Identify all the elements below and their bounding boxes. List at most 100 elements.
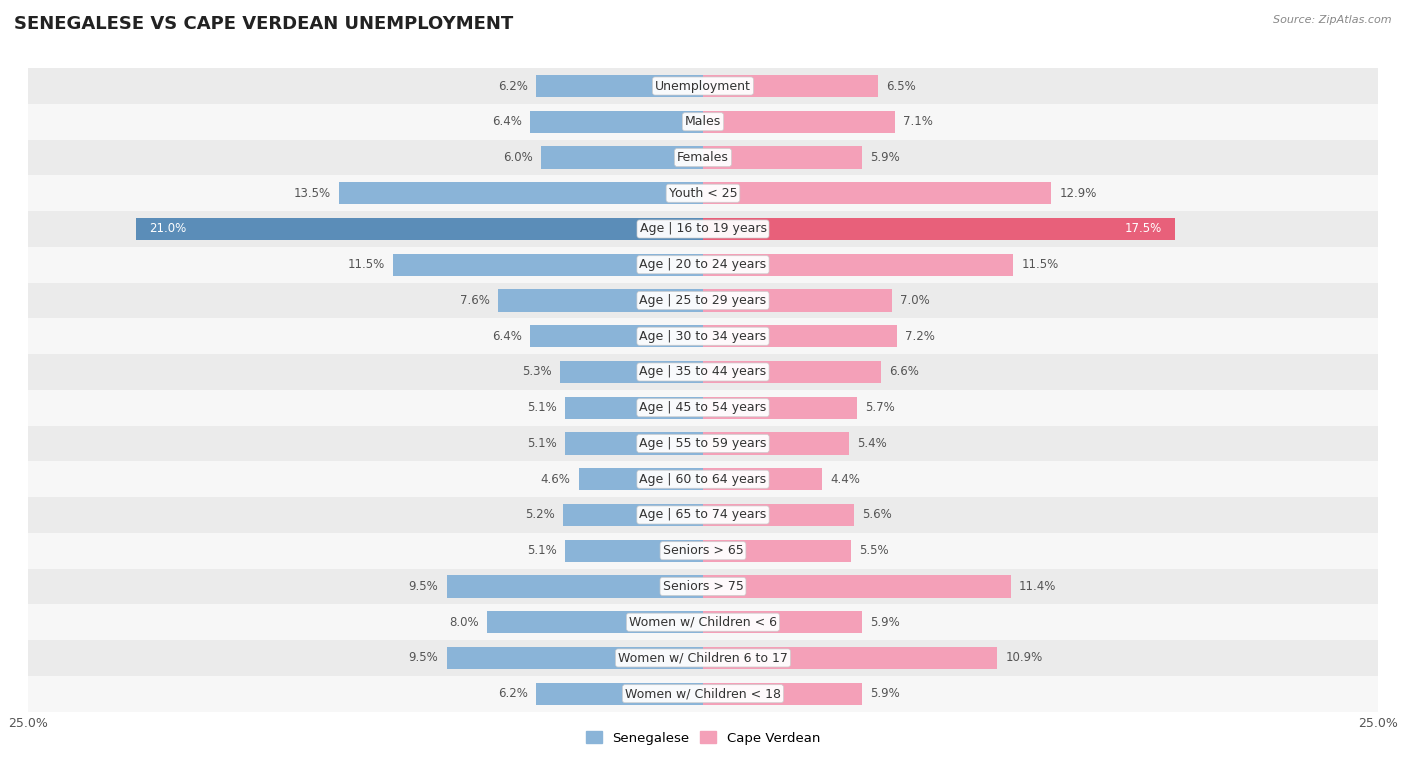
Text: 8.0%: 8.0% <box>450 615 479 629</box>
Bar <box>28 497 1378 533</box>
Text: 5.9%: 5.9% <box>870 687 900 700</box>
Text: Age | 65 to 74 years: Age | 65 to 74 years <box>640 509 766 522</box>
Bar <box>28 104 1378 139</box>
Text: Age | 55 to 59 years: Age | 55 to 59 years <box>640 437 766 450</box>
Text: 4.6%: 4.6% <box>541 472 571 486</box>
Bar <box>447 647 703 669</box>
Text: Age | 35 to 44 years: Age | 35 to 44 years <box>640 366 766 378</box>
Text: 5.2%: 5.2% <box>524 509 554 522</box>
Text: 9.5%: 9.5% <box>409 652 439 665</box>
Text: Age | 30 to 34 years: Age | 30 to 34 years <box>640 330 766 343</box>
Text: 21.0%: 21.0% <box>149 223 187 235</box>
Bar <box>560 361 703 383</box>
Text: 6.6%: 6.6% <box>889 366 920 378</box>
Text: 5.1%: 5.1% <box>527 401 557 414</box>
Bar <box>28 604 1378 640</box>
Bar <box>28 569 1378 604</box>
Text: 5.6%: 5.6% <box>862 509 891 522</box>
Text: 12.9%: 12.9% <box>1059 187 1097 200</box>
Bar <box>562 504 703 526</box>
Bar <box>703 326 897 347</box>
Bar <box>28 139 1378 176</box>
Bar <box>28 247 1378 282</box>
Bar <box>703 611 862 634</box>
Bar <box>703 361 882 383</box>
Text: 9.5%: 9.5% <box>409 580 439 593</box>
Text: 4.4%: 4.4% <box>830 472 859 486</box>
Text: Women w/ Children 6 to 17: Women w/ Children 6 to 17 <box>619 652 787 665</box>
Bar <box>28 461 1378 497</box>
Text: SENEGALESE VS CAPE VERDEAN UNEMPLOYMENT: SENEGALESE VS CAPE VERDEAN UNEMPLOYMENT <box>14 15 513 33</box>
Bar <box>28 640 1378 676</box>
Legend: Senegalese, Cape Verdean: Senegalese, Cape Verdean <box>581 726 825 750</box>
Bar <box>28 354 1378 390</box>
Text: 5.9%: 5.9% <box>870 615 900 629</box>
Bar <box>28 390 1378 425</box>
Text: 7.2%: 7.2% <box>905 330 935 343</box>
Text: 7.0%: 7.0% <box>900 294 929 307</box>
Text: Seniors > 75: Seniors > 75 <box>662 580 744 593</box>
Bar <box>703 218 1175 240</box>
Text: Women w/ Children < 6: Women w/ Children < 6 <box>628 615 778 629</box>
Bar <box>703 182 1052 204</box>
Bar <box>536 683 703 705</box>
Text: Unemployment: Unemployment <box>655 79 751 92</box>
Bar <box>28 282 1378 319</box>
Bar <box>565 397 703 419</box>
Bar <box>565 432 703 454</box>
Text: Youth < 25: Youth < 25 <box>669 187 737 200</box>
Text: 10.9%: 10.9% <box>1005 652 1043 665</box>
Text: 11.5%: 11.5% <box>1022 258 1059 271</box>
Bar <box>136 218 703 240</box>
Bar <box>536 75 703 97</box>
Bar <box>565 540 703 562</box>
Text: 5.4%: 5.4% <box>856 437 887 450</box>
Text: Age | 20 to 24 years: Age | 20 to 24 years <box>640 258 766 271</box>
Bar <box>28 425 1378 461</box>
Bar <box>703 254 1014 276</box>
Text: 11.5%: 11.5% <box>347 258 384 271</box>
Bar <box>579 468 703 491</box>
Text: 5.3%: 5.3% <box>522 366 551 378</box>
Bar <box>392 254 703 276</box>
Text: 7.1%: 7.1% <box>903 115 932 128</box>
Bar <box>703 397 856 419</box>
Bar <box>339 182 703 204</box>
Text: Females: Females <box>678 151 728 164</box>
Text: 6.2%: 6.2% <box>498 79 527 92</box>
Text: 5.9%: 5.9% <box>870 151 900 164</box>
Text: Seniors > 65: Seniors > 65 <box>662 544 744 557</box>
Bar <box>703 146 862 169</box>
Text: Age | 25 to 29 years: Age | 25 to 29 years <box>640 294 766 307</box>
Bar <box>498 289 703 312</box>
Bar <box>28 68 1378 104</box>
Text: 6.4%: 6.4% <box>492 330 522 343</box>
Bar <box>28 533 1378 569</box>
Text: 6.4%: 6.4% <box>492 115 522 128</box>
Text: Age | 60 to 64 years: Age | 60 to 64 years <box>640 472 766 486</box>
Text: 6.5%: 6.5% <box>887 79 917 92</box>
Bar <box>447 575 703 597</box>
Bar <box>486 611 703 634</box>
Text: 6.0%: 6.0% <box>503 151 533 164</box>
Text: 17.5%: 17.5% <box>1125 223 1161 235</box>
Bar <box>703 683 862 705</box>
Bar <box>541 146 703 169</box>
Bar <box>703 575 1011 597</box>
Bar <box>703 289 891 312</box>
Text: 5.5%: 5.5% <box>859 544 889 557</box>
Bar <box>28 176 1378 211</box>
Text: Women w/ Children < 18: Women w/ Children < 18 <box>626 687 780 700</box>
Bar <box>28 319 1378 354</box>
Text: 5.7%: 5.7% <box>865 401 894 414</box>
Text: Age | 45 to 54 years: Age | 45 to 54 years <box>640 401 766 414</box>
Bar <box>703 647 997 669</box>
Text: 7.6%: 7.6% <box>460 294 489 307</box>
Bar <box>703 468 821 491</box>
Bar <box>28 211 1378 247</box>
Bar <box>530 111 703 132</box>
Bar <box>703 75 879 97</box>
Bar <box>530 326 703 347</box>
Text: 5.1%: 5.1% <box>527 544 557 557</box>
Text: Males: Males <box>685 115 721 128</box>
